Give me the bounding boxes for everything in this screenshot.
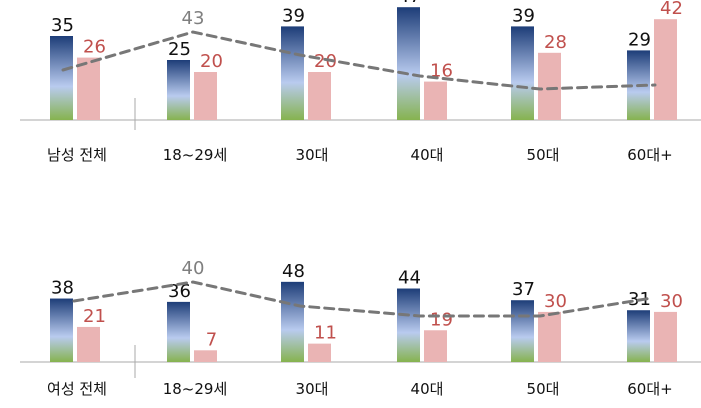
bar-series1 [50,36,73,120]
category-label: 18~29세 [163,380,228,398]
trend-line [72,280,654,318]
data-label-series2: 21 [83,306,106,327]
panel-2: 38 21 여성 전체 36 7 18~29세 48 11 30대 44 19 40대 37 30 50대 3… [20,258,701,398]
bar-series1 [167,60,190,120]
category-label: 50대 [527,380,560,398]
bar-series1 [167,301,190,362]
bar-series2 [194,350,217,362]
trend-line-label: 40 [182,258,205,279]
category-label: 60대+ [627,380,672,398]
category-label: 30대 [296,146,329,164]
bar-series2 [308,72,331,120]
bar-series2 [308,343,331,362]
trend-line [61,30,657,91]
category-label: 18~29세 [163,146,228,164]
bar-series1 [627,310,650,362]
bar-series2 [424,81,447,120]
bar-series2 [654,19,677,121]
data-label-series2: 7 [206,329,217,350]
bar-series1 [281,26,304,120]
category-label: 남성 전체 [47,146,107,164]
bar-series2 [654,311,677,362]
data-label-series2: 30 [660,291,683,312]
category-label: 40대 [411,146,444,164]
bar-series2 [77,57,100,120]
bar-series2 [538,311,561,362]
category-label: 60대+ [627,146,672,164]
data-label-series1: 39 [282,5,305,26]
data-label-series1: 47 [398,0,421,7]
data-label-series2: 30 [544,291,567,312]
bar-series1 [281,281,304,362]
data-label-series2: 11 [314,323,337,344]
bar-series2 [424,330,447,362]
data-label-series1: 38 [51,278,74,299]
data-label-series2: 20 [200,51,223,72]
data-label-series1: 48 [282,261,305,282]
data-label-series1: 44 [398,268,421,289]
bar-series1 [511,300,534,362]
category-label: 여성 전체 [47,380,107,398]
bar-series2 [538,52,561,120]
bar-series1 [397,288,420,362]
data-label-series1: 29 [628,29,651,50]
category-label: 40대 [411,380,444,398]
data-label-series2: 20 [314,51,337,72]
bar-series1 [397,7,420,121]
data-label-series1: 35 [51,15,74,36]
bar-series1 [511,26,534,120]
data-label-series2: 26 [83,37,106,58]
data-label-series2: 42 [660,0,683,19]
data-label-series1: 39 [512,5,535,26]
category-label: 30대 [296,380,329,398]
data-label-series2: 19 [430,309,453,330]
bar-series2 [77,326,100,362]
data-label-series1: 37 [512,279,535,300]
bar-series2 [194,72,217,120]
bar-series1 [50,298,73,362]
data-label-series1: 25 [168,39,191,60]
trend-line-label: 43 [182,8,205,29]
data-label-series1: 36 [168,281,191,302]
data-label-series2: 28 [544,32,567,53]
category-label: 50대 [527,146,560,164]
